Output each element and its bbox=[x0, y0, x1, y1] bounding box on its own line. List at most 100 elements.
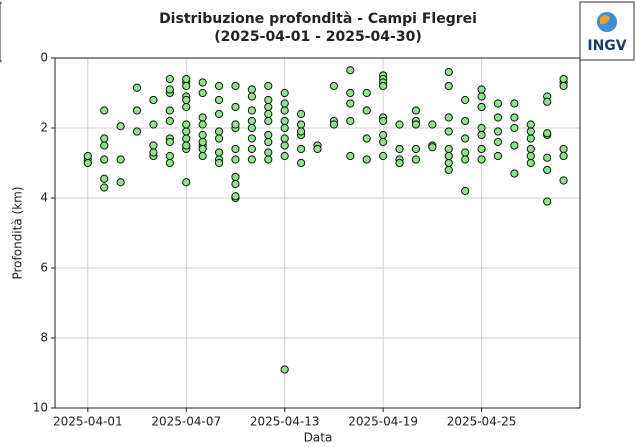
point bbox=[231, 102, 240, 112]
point bbox=[493, 151, 503, 161]
point bbox=[526, 134, 535, 143]
point bbox=[214, 158, 224, 168]
point bbox=[100, 134, 109, 143]
point bbox=[116, 122, 125, 131]
point bbox=[182, 127, 191, 136]
point bbox=[132, 83, 142, 92]
point bbox=[247, 106, 256, 115]
point bbox=[346, 151, 355, 161]
point bbox=[214, 95, 224, 105]
point bbox=[526, 144, 535, 154]
point bbox=[100, 155, 109, 164]
point bbox=[198, 151, 207, 161]
point bbox=[182, 81, 191, 91]
point bbox=[444, 113, 453, 122]
point bbox=[264, 130, 273, 140]
point bbox=[182, 141, 191, 150]
x-tick-label: 2025-04-07 bbox=[151, 415, 221, 429]
point bbox=[165, 116, 174, 126]
x-tick-label: 2025-04-13 bbox=[250, 415, 320, 429]
point bbox=[329, 120, 339, 129]
point bbox=[280, 141, 289, 150]
point bbox=[264, 148, 273, 157]
point bbox=[526, 158, 535, 168]
y-tick-label: 10 bbox=[33, 401, 48, 415]
point bbox=[428, 120, 437, 129]
y-tick-label: 6 bbox=[40, 261, 48, 275]
point bbox=[280, 106, 289, 115]
point bbox=[543, 153, 552, 162]
point bbox=[346, 116, 355, 126]
point bbox=[149, 148, 158, 157]
point bbox=[264, 137, 273, 147]
point bbox=[247, 144, 256, 154]
point bbox=[280, 116, 289, 126]
point bbox=[395, 158, 404, 168]
point bbox=[165, 137, 174, 147]
x-tick-label: 2025-04-01 bbox=[53, 415, 123, 429]
point bbox=[165, 151, 174, 161]
point bbox=[182, 102, 191, 112]
point bbox=[231, 155, 240, 164]
point bbox=[264, 81, 273, 91]
x-tick-label: 2025-04-19 bbox=[348, 415, 418, 429]
point bbox=[132, 127, 142, 136]
point bbox=[543, 97, 552, 106]
chart-subtitle: (2025-04-01 - 2025-04-30) bbox=[214, 29, 421, 45]
y-tick-label: 4 bbox=[40, 191, 48, 205]
point bbox=[411, 144, 421, 154]
point bbox=[444, 127, 453, 136]
point bbox=[100, 174, 109, 183]
point bbox=[444, 144, 453, 154]
point bbox=[165, 106, 174, 115]
point bbox=[411, 155, 421, 164]
point bbox=[559, 151, 568, 161]
point bbox=[379, 137, 388, 147]
point bbox=[346, 99, 355, 108]
point bbox=[510, 99, 519, 108]
point bbox=[198, 113, 207, 122]
logo-land bbox=[600, 15, 610, 25]
point bbox=[214, 134, 224, 143]
point bbox=[280, 99, 289, 108]
point bbox=[182, 120, 191, 129]
point bbox=[296, 127, 306, 136]
point bbox=[165, 85, 174, 94]
point bbox=[477, 144, 486, 154]
point bbox=[493, 113, 503, 122]
point bbox=[149, 141, 158, 150]
point bbox=[493, 127, 503, 136]
point bbox=[231, 81, 240, 91]
chart-title: Distribuzione profondità - Campi Flegrei bbox=[159, 11, 477, 27]
point bbox=[296, 144, 306, 154]
point bbox=[182, 178, 191, 187]
point bbox=[149, 95, 158, 105]
y-tick-label: 8 bbox=[40, 331, 48, 345]
point bbox=[198, 137, 207, 147]
point bbox=[379, 81, 388, 91]
point bbox=[100, 106, 109, 115]
point bbox=[346, 66, 355, 75]
point bbox=[149, 120, 158, 129]
point bbox=[100, 183, 109, 192]
point bbox=[296, 158, 306, 168]
point bbox=[411, 120, 421, 129]
point bbox=[543, 197, 552, 206]
point bbox=[214, 109, 224, 119]
point bbox=[510, 169, 519, 178]
point bbox=[247, 123, 256, 133]
partial-frame-edge bbox=[0, 2, 2, 62]
point bbox=[526, 127, 535, 136]
point bbox=[444, 67, 453, 77]
point bbox=[379, 116, 388, 126]
point bbox=[559, 176, 568, 185]
point bbox=[247, 155, 256, 164]
point bbox=[543, 129, 552, 138]
point bbox=[329, 81, 339, 91]
point bbox=[477, 85, 486, 94]
point bbox=[296, 120, 306, 129]
point bbox=[198, 78, 207, 87]
point bbox=[247, 134, 256, 143]
point bbox=[362, 106, 371, 115]
